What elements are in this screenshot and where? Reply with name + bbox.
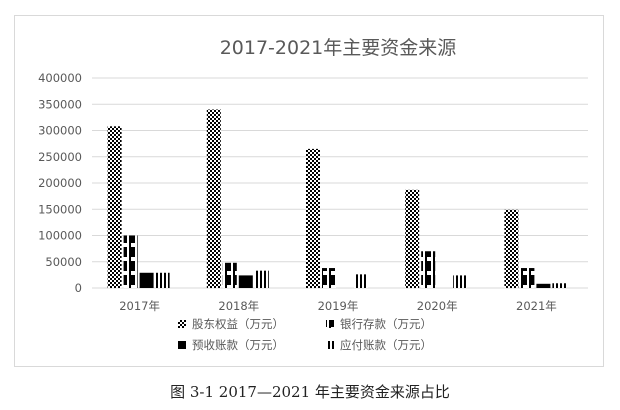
x-tick-label: 2020年 [417, 299, 458, 313]
bar [123, 235, 138, 288]
bar [453, 275, 468, 288]
x-tick-label: 2018年 [218, 299, 259, 313]
y-tick-label: 250000 [38, 150, 82, 164]
legend-swatch [178, 320, 186, 328]
bar [421, 251, 436, 288]
bar [552, 283, 567, 288]
legend-label: 银行存款（万元） [340, 317, 432, 331]
legend-swatch [326, 341, 334, 349]
bar [222, 262, 237, 288]
y-tick-label: 300000 [38, 124, 82, 138]
bar [322, 268, 336, 288]
bar [107, 126, 122, 288]
chart-title: 2017-2021年主要资金来源 [220, 37, 457, 59]
y-tick-label: 200000 [38, 176, 82, 190]
bar [405, 189, 420, 288]
legend-label: 预收账款（万元） [192, 338, 284, 352]
bar [306, 148, 320, 288]
x-tick-label: 2019年 [318, 299, 359, 313]
legend-label: 股东权益（万元） [192, 317, 284, 331]
legend-swatch [326, 320, 334, 328]
y-tick-label: 150000 [38, 202, 82, 216]
figure-caption: 图 3-1 2017—2021 年主要资金来源占比 [170, 383, 450, 401]
bar [504, 209, 519, 288]
bar [520, 268, 535, 288]
bar [155, 272, 170, 288]
x-axis-ticks: 2017年 2018年 2019年 2020年 2021年 [119, 299, 557, 313]
bar [238, 275, 253, 288]
y-tick-label: 100000 [38, 229, 82, 243]
y-tick-label: 0 [75, 281, 82, 295]
x-tick-label: 2017年 [119, 299, 160, 313]
x-tick-label: 2021年 [516, 299, 557, 313]
bars [107, 109, 567, 289]
y-axis-ticks: 0 50000 100000 150000 200000 250000 300000 3500… [38, 71, 82, 295]
bar [354, 274, 368, 288]
bar [139, 272, 154, 288]
legend: 股东权益（万元） 银行存款（万元） 预收账款（万元） 应付账款（万元） [178, 317, 432, 352]
y-tick-label: 50000 [45, 255, 82, 269]
legend-swatch [178, 341, 186, 349]
y-tick-label: 400000 [38, 71, 82, 85]
bar [536, 283, 551, 288]
bar [206, 109, 221, 288]
bar [254, 270, 269, 288]
y-tick-label: 350000 [38, 97, 82, 111]
legend-label: 应付账款（万元） [340, 338, 432, 352]
